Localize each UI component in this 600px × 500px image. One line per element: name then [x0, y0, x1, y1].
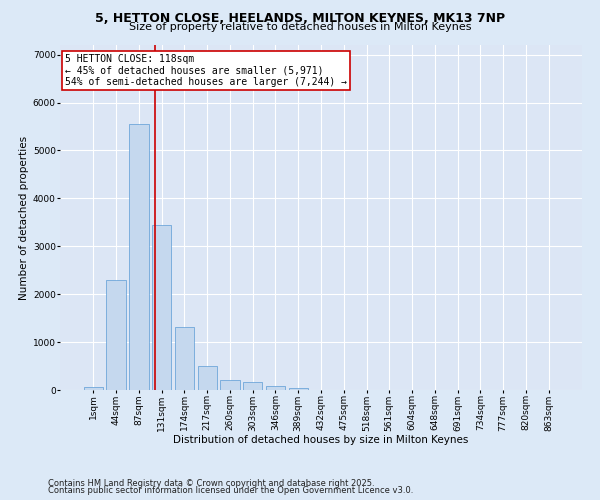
Y-axis label: Number of detached properties: Number of detached properties: [19, 136, 29, 300]
X-axis label: Distribution of detached houses by size in Milton Keynes: Distribution of detached houses by size …: [173, 434, 469, 444]
Bar: [129, 124, 149, 390]
Bar: [243, 382, 262, 390]
Bar: [152, 224, 172, 390]
Bar: [175, 327, 194, 390]
Text: Contains HM Land Registry data © Crown copyright and database right 2025.: Contains HM Land Registry data © Crown c…: [48, 478, 374, 488]
Bar: [220, 380, 239, 390]
Bar: [197, 366, 217, 390]
Bar: [84, 387, 103, 390]
Text: 5, HETTON CLOSE, HEELANDS, MILTON KEYNES, MK13 7NP: 5, HETTON CLOSE, HEELANDS, MILTON KEYNES…: [95, 12, 505, 26]
Bar: [106, 280, 126, 390]
Bar: [266, 386, 285, 390]
Bar: [289, 388, 308, 390]
Text: 5 HETTON CLOSE: 118sqm
← 45% of detached houses are smaller (5,971)
54% of semi-: 5 HETTON CLOSE: 118sqm ← 45% of detached…: [65, 54, 347, 87]
Text: Size of property relative to detached houses in Milton Keynes: Size of property relative to detached ho…: [129, 22, 471, 32]
Text: Contains public sector information licensed under the Open Government Licence v3: Contains public sector information licen…: [48, 486, 413, 495]
